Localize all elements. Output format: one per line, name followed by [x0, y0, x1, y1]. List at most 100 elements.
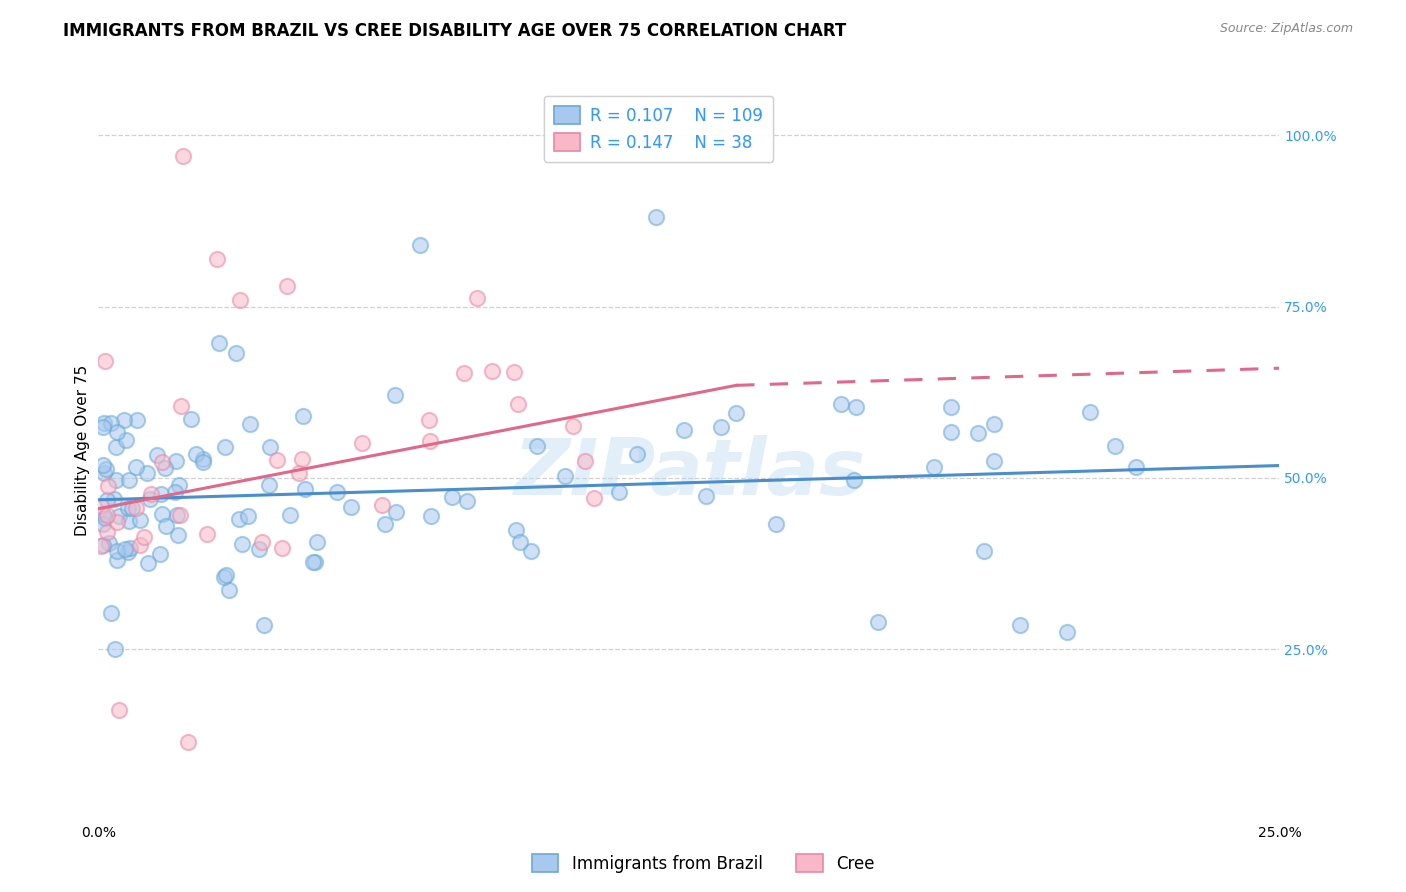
Point: [96, 493, 118, 508]
Point: [167, 478, 190, 492]
Point: [259, 440, 281, 454]
Point: [105, 552, 128, 566]
Point: [104, 441, 127, 455]
Point: [506, 397, 529, 411]
Point: [520, 544, 543, 558]
Text: IMMIGRANTS FROM BRAZIL VS CREE DISABILITY AGE OVER 75 CORRELATION CHART: IMMIGRANTS FROM BRAZIL VS CREE DISABILIT…: [63, 22, 846, 40]
Point: [609, 484, 631, 499]
Point: [418, 434, 440, 449]
Point: [91, 507, 114, 521]
Point: [150, 507, 173, 521]
Point: [169, 508, 191, 522]
Point: [408, 237, 430, 252]
Point: [440, 490, 463, 504]
Point: [326, 485, 349, 500]
Point: [121, 500, 143, 515]
Point: [1125, 460, 1147, 475]
Point: [132, 530, 155, 544]
Point: [291, 409, 314, 423]
Point: [672, 423, 695, 437]
Point: [94, 511, 117, 525]
Point: [100, 606, 122, 620]
Point: [118, 514, 141, 528]
Point: [93, 466, 115, 480]
Text: ZIPatlas: ZIPatlas: [513, 434, 865, 511]
Point: [97, 479, 120, 493]
Point: [129, 538, 152, 552]
Point: [186, 447, 208, 461]
Point: [278, 508, 301, 522]
Point: [98, 536, 121, 550]
Point: [374, 516, 396, 531]
Point: [271, 541, 294, 555]
Point: [225, 346, 247, 360]
Legend: Immigrants from Brazil, Cree: Immigrants from Brazil, Cree: [524, 847, 882, 880]
Point: [238, 508, 260, 523]
Point: [118, 473, 141, 487]
Point: [695, 489, 717, 503]
Point: [419, 508, 441, 523]
Point: [765, 516, 787, 531]
Point: [231, 537, 253, 551]
Point: [112, 413, 135, 427]
Point: [288, 467, 311, 481]
Point: [114, 541, 136, 556]
Point: [107, 508, 129, 523]
Point: [214, 440, 236, 454]
Point: [96, 525, 118, 540]
Point: [212, 570, 235, 584]
Point: [141, 487, 163, 501]
Point: [125, 501, 148, 516]
Point: [509, 534, 531, 549]
Point: [502, 365, 524, 379]
Point: [135, 466, 157, 480]
Point: [91, 516, 114, 531]
Point: [505, 523, 527, 537]
Point: [866, 615, 889, 629]
Point: [456, 493, 478, 508]
Point: [247, 541, 270, 556]
Point: [218, 583, 240, 598]
Point: [105, 543, 128, 558]
Point: [340, 500, 363, 514]
Point: [91, 419, 114, 434]
Point: [208, 335, 231, 350]
Point: [163, 484, 186, 499]
Text: Source: ZipAtlas.com: Source: ZipAtlas.com: [1219, 22, 1353, 36]
Point: [172, 149, 194, 163]
Point: [167, 527, 190, 541]
Point: [554, 469, 576, 483]
Point: [91, 538, 114, 552]
Point: [191, 452, 214, 467]
Point: [276, 279, 298, 293]
Point: [117, 501, 139, 516]
Point: [177, 735, 200, 749]
Point: [304, 555, 326, 569]
Point: [96, 462, 118, 476]
Point: [170, 399, 193, 413]
Point: [229, 293, 252, 307]
Point: [153, 461, 176, 475]
Point: [291, 451, 314, 466]
Point: [155, 518, 177, 533]
Point: [1104, 440, 1126, 454]
Point: [120, 541, 142, 556]
Point: [103, 492, 125, 507]
Point: [104, 641, 127, 656]
Point: [145, 448, 167, 462]
Point: [149, 486, 172, 500]
Point: [983, 454, 1005, 468]
Point: [385, 505, 408, 519]
Point: [371, 498, 394, 512]
Point: [644, 211, 666, 225]
Point: [710, 419, 733, 434]
Point: [104, 473, 127, 487]
Point: [239, 417, 262, 431]
Legend: R = 0.107    N = 109, R = 0.147    N = 38: R = 0.107 N = 109, R = 0.147 N = 38: [544, 96, 773, 161]
Point: [91, 458, 114, 472]
Point: [973, 544, 995, 558]
Point: [105, 515, 128, 529]
Point: [127, 413, 149, 427]
Point: [136, 556, 159, 570]
Point: [939, 400, 962, 414]
